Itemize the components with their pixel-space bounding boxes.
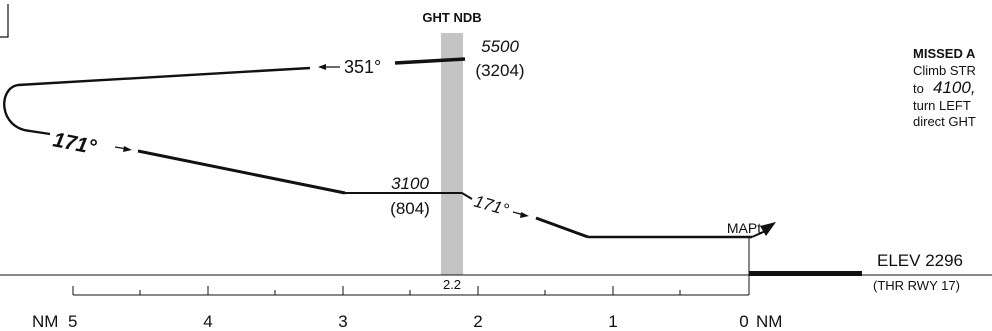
elevation-label: ELEV 2296 <box>877 251 963 270</box>
scale-tick-label: 1 <box>608 312 617 331</box>
outbound-leg-line-end <box>394 57 466 65</box>
missed-approach-line: to <box>913 81 924 96</box>
outbound-leg-line <box>17 66 311 87</box>
mapt-label: MAPt <box>727 220 761 236</box>
scale-tick-label: 0 <box>739 312 748 331</box>
threshold-label: (THR RWY 17) <box>873 278 960 293</box>
frame-box-corner <box>0 4 9 38</box>
missed-approach-arrowhead <box>760 222 776 236</box>
inbound-leg-line <box>137 149 346 195</box>
scale-suffix: NM <box>756 312 782 331</box>
missed-approach-line: Climb STR <box>913 63 976 78</box>
distance-scale <box>72 286 750 296</box>
lower-altitude-msl: 3100 <box>391 174 429 193</box>
upper-altitude-agl: (3204) <box>475 61 524 80</box>
final-course-label: 171° <box>472 192 511 220</box>
scale-tick-label: 2 <box>473 312 482 331</box>
missed-approach-line: direct GHT <box>913 114 976 129</box>
scale-tick-label: 5 <box>68 312 77 331</box>
fix-name-label: GHT NDB <box>422 10 481 25</box>
arrow-right-icon <box>512 211 529 218</box>
ndb-fix-bar <box>441 33 463 275</box>
inbound-course-label: 171° <box>51 128 99 159</box>
scale-tick-label: 3 <box>338 312 347 331</box>
inbound-leg-line-start <box>29 129 51 136</box>
outbound-course-label: 351° <box>344 57 381 77</box>
scale-tick-label: 4 <box>203 312 212 331</box>
descent-segment-start <box>461 192 473 200</box>
scale-prefix: NM <box>32 312 58 331</box>
upper-altitude-msl: 5500 <box>481 37 519 56</box>
procedure-turn-arc <box>3 83 31 133</box>
missed-approach-line: turn LEFT <box>913 98 971 113</box>
missed-approach-altitude: 4100, <box>933 78 976 97</box>
descent-segment <box>535 216 589 239</box>
lower-altitude-agl: (804) <box>390 199 430 218</box>
fix-distance-label: 2.2 <box>443 277 461 292</box>
arrow-left-icon <box>318 64 340 70</box>
missed-approach-title: MISSED A <box>913 46 976 61</box>
arrow-right-icon <box>114 146 132 152</box>
